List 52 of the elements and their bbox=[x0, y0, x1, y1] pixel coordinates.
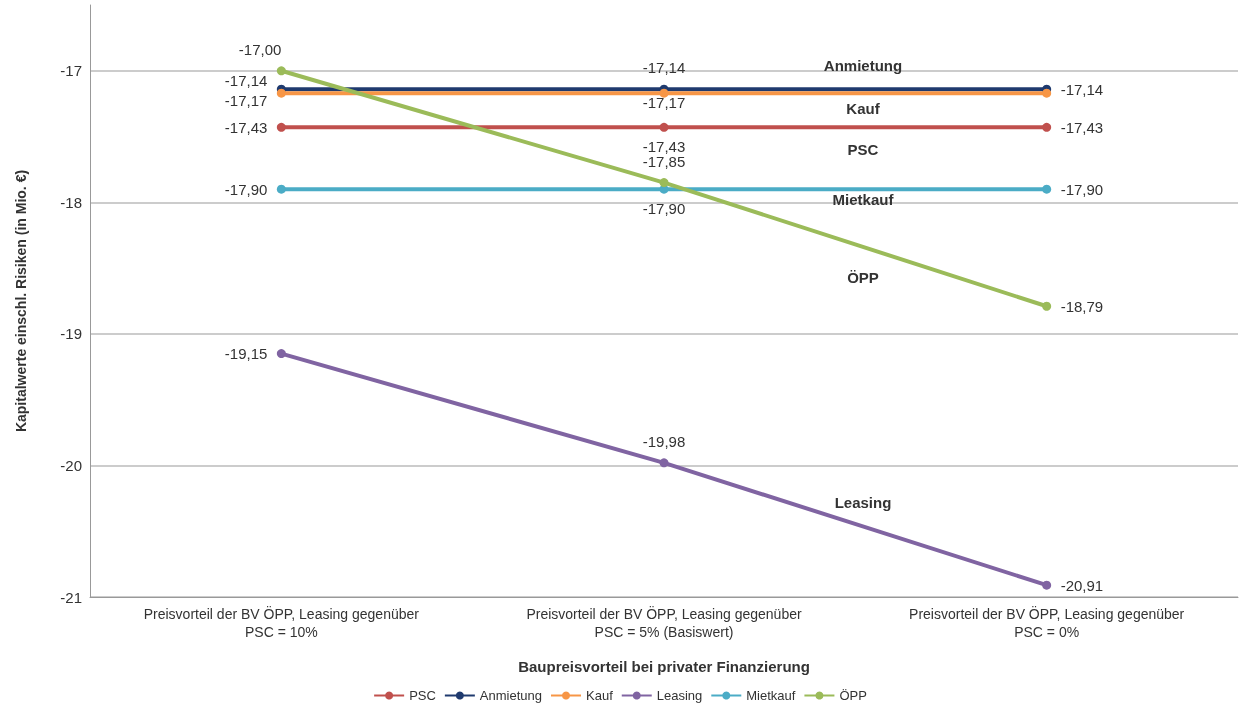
point bbox=[1042, 301, 1052, 311]
point bbox=[1042, 580, 1052, 590]
point bbox=[1042, 184, 1052, 194]
data-label: -17,90 bbox=[1060, 180, 1104, 198]
legend-label: Mietkauf bbox=[746, 688, 796, 703]
point bbox=[276, 122, 286, 132]
data-label: -19,15 bbox=[224, 345, 268, 363]
legend-label: Kauf bbox=[586, 688, 614, 703]
point bbox=[659, 178, 669, 188]
legend-label: ÖPP bbox=[839, 688, 867, 703]
data-label: -17,17 bbox=[642, 94, 686, 112]
data-label: -17,17 bbox=[224, 91, 268, 109]
data-label: -18,79 bbox=[1060, 297, 1104, 315]
x-tick-label: Preisvorteil der BV ÖPP, Leasing gegenüber PSC = 5% (Basiswert) bbox=[526, 605, 802, 640]
data-label: -17,43 bbox=[642, 138, 686, 156]
text: PSC bbox=[847, 140, 879, 158]
y-tick-label: -19 bbox=[60, 325, 82, 343]
text: Leasing bbox=[834, 493, 892, 511]
legend-label: Anmietung bbox=[479, 688, 543, 703]
point bbox=[276, 349, 286, 359]
data-label: -17,14 bbox=[642, 59, 686, 77]
data-label: -17,90 bbox=[642, 200, 686, 218]
data-label: -17,00 bbox=[238, 40, 282, 58]
point bbox=[1042, 88, 1052, 98]
point bbox=[1042, 122, 1052, 132]
y-axis-title: Kapitalwerte einschl. Risiken (in Mio. €) bbox=[13, 169, 29, 433]
point bbox=[276, 88, 286, 98]
point bbox=[276, 66, 286, 76]
point bbox=[659, 88, 669, 98]
y-tick-label: -18 bbox=[60, 193, 82, 211]
text: Anmietung bbox=[823, 56, 903, 74]
text: Kauf bbox=[846, 99, 880, 117]
data-label: -20,91 bbox=[1060, 576, 1104, 594]
data-label: -17,90 bbox=[224, 180, 268, 198]
text: ÖPP bbox=[847, 269, 879, 287]
data-label: -17,14 bbox=[224, 71, 268, 89]
text: Mietkauf bbox=[832, 190, 894, 208]
point bbox=[659, 122, 669, 132]
y-tick-label: -21 bbox=[60, 588, 82, 606]
data-label: -17,43 bbox=[1060, 118, 1104, 136]
legend-label: Leasing bbox=[656, 688, 703, 703]
legend-label: PSC bbox=[409, 688, 436, 703]
data-label: -19,98 bbox=[642, 432, 686, 450]
data-label: -17,14 bbox=[1060, 80, 1104, 98]
y-tick-label: -20 bbox=[60, 456, 82, 474]
x-axis-title: Baupreisvorteil bei privater Finanzierung bbox=[518, 658, 810, 675]
x-tick-label: Preisvorteil der BV ÖPP, Leasing gegenüber PSC = 10% bbox=[143, 605, 420, 640]
y-tick-label: -17 bbox=[60, 62, 82, 80]
x-tick-label: Preisvorteil der BV ÖPP, Leasing gegenüber PSC = 0% bbox=[909, 605, 1185, 640]
data-label: -17,43 bbox=[224, 118, 268, 136]
point bbox=[276, 184, 286, 194]
point bbox=[659, 458, 669, 468]
